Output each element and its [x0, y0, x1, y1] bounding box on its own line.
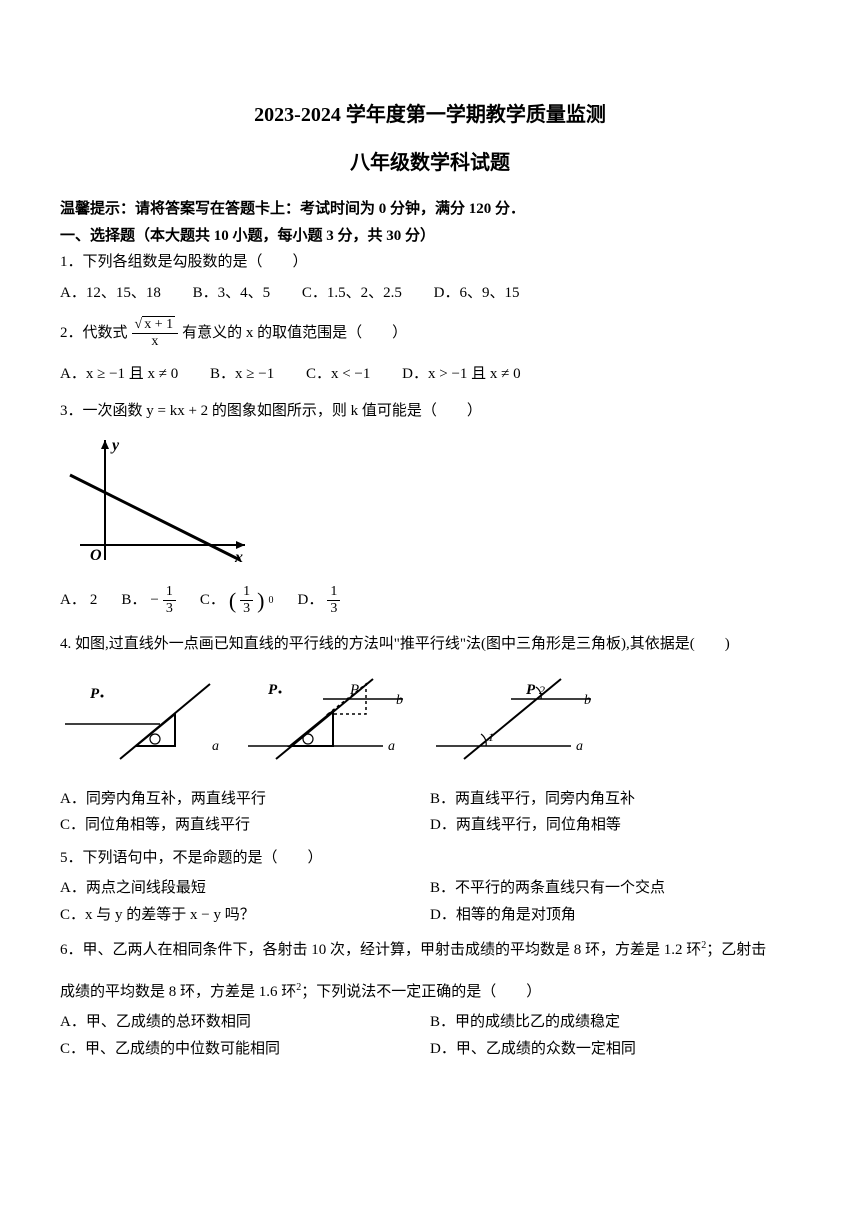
q2-radicand: x + 1	[142, 316, 175, 332]
q4-d2-a: a	[388, 739, 395, 754]
q4-d3-angle2: 2	[539, 683, 545, 697]
q1-option-b: B．3、4、5	[193, 282, 271, 305]
q2-denominator: x	[132, 334, 179, 349]
q3-o-label: O	[90, 547, 102, 564]
q5-options: A．两点之间线段最短 B．不平行的两条直线只有一个交点 C．x 与 y 的差等于…	[60, 877, 800, 926]
q3-y-label: y	[110, 437, 120, 454]
q4-d3-a: a	[576, 739, 583, 754]
q2-suffix: 有意义的 x 的取值范围是（ ）	[182, 322, 407, 345]
q3-figure: y x O	[60, 430, 800, 570]
q4-d1-p: P	[90, 686, 100, 702]
q2-text: 2．代数式 √x + 1 x 有意义的 x 的取值范围是（ ）	[60, 318, 800, 349]
q1-option-c: C．1.5、2、2.5	[302, 282, 402, 305]
q2-prefix: 2．代数式	[60, 322, 128, 345]
q3-d-num: 1	[327, 585, 340, 601]
q3-graph-svg: y x O	[60, 430, 260, 570]
title-sub: 八年级数学科试题	[60, 148, 800, 178]
q4-d2-p: P	[268, 682, 278, 698]
hint-text: 温馨提示：请将答案写在答题卡上：考试时间为 0 分钟，满分 120 分．	[60, 198, 800, 221]
q3-b-label: B．	[121, 589, 146, 612]
q3-d-den: 3	[327, 601, 340, 616]
q2-option-c: C．x < −1	[306, 363, 370, 386]
q5-option-a: A．两点之间线段最短	[60, 877, 430, 900]
q5-option-d: D．相等的角是对顶角	[430, 904, 800, 927]
q3-x-label: x	[234, 549, 243, 566]
q4-d1-a: a	[212, 739, 219, 754]
q2-option-b: B．x ≥ −1	[210, 363, 274, 386]
q3-options: A． 2 B． − 1 3 C． ( 1 3 )0 D． 1 3	[60, 584, 800, 617]
q4-option-c: C．同位角相等，两直线平行	[60, 814, 430, 837]
q6-t3: 成绩的平均数是 8 环，方差是 1.6 环	[60, 984, 296, 1000]
q4-d3-angle1: 1	[488, 730, 494, 744]
q4-option-a: A．同旁内角互补，两直线平行	[60, 788, 430, 811]
q6-option-d: D．甲、乙成绩的众数一定相同	[430, 1038, 800, 1061]
q6-t1: 6．甲、乙两人在相同条件下，各射击 10 次，经计算，甲射击成绩的平均数是 8 …	[60, 942, 701, 958]
title-main: 2023-2024 学年度第一学期教学质量监测	[60, 100, 800, 130]
q3-a-val: 2	[90, 589, 98, 612]
q3-c-num: 1	[240, 585, 253, 601]
q4-d2-b: b	[396, 693, 403, 708]
q6-option-c: C．甲、乙成绩的中位数可能相同	[60, 1038, 430, 1061]
q5-text: 5．下列语句中，不是命题的是（ ）	[60, 847, 800, 870]
q3-option-c: C． ( 1 3 )0	[200, 584, 274, 617]
q2-option-d: D．x > −1 且 x ≠ 0	[402, 363, 520, 386]
q1-option-d: D．6、9、15	[434, 282, 520, 305]
q3-option-a: A． 2	[60, 589, 97, 612]
q3-d-label: D．	[298, 589, 324, 612]
q2-options: A．x ≥ −1 且 x ≠ 0 B．x ≥ −1 C．x < −1 D．x >…	[60, 363, 800, 386]
q6-text-line1: 6．甲、乙两人在相同条件下，各射击 10 次，经计算，甲射击成绩的平均数是 8 …	[60, 938, 800, 962]
q4-d3-b: b	[584, 693, 591, 708]
q4-diagram-1: P a	[60, 674, 220, 764]
q4-diagram-2: P P a b	[238, 674, 408, 764]
q6-options: A．甲、乙成绩的总环数相同 B．甲的成绩比乙的成绩稳定 C．甲、乙成绩的中位数可…	[60, 1011, 800, 1060]
q4-text: 4. 如图,过直线外一点画已知直线的平行线的方法叫"推平行线"法(图中三角形是三…	[60, 633, 800, 656]
q3-b-den: 3	[163, 601, 176, 616]
q1-option-a: A．12、15、18	[60, 282, 161, 305]
q3-c-exp: 0	[269, 593, 274, 608]
q4-options: A．同旁内角互补，两直线平行 B．两直线平行，同旁内角互补 C．同位角相等，两直…	[60, 788, 800, 837]
q4-option-b: B．两直线平行，同旁内角互补	[430, 788, 800, 811]
q6-t4: ；下列说法不一定正确的是（ ）	[301, 984, 541, 1000]
q6-option-b: B．甲的成绩比乙的成绩稳定	[430, 1011, 800, 1034]
q3-b-num: 1	[163, 585, 176, 601]
q3-option-d: D． 1 3	[298, 585, 341, 616]
q6-t2: ；乙射击	[706, 942, 766, 958]
q4-d2-pp: P	[349, 682, 359, 698]
q4-d3-p: P	[526, 682, 536, 698]
q6-option-a: A．甲、乙成绩的总环数相同	[60, 1011, 430, 1034]
q3-option-b: B． − 1 3	[121, 585, 175, 616]
q3-c-label: C．	[200, 589, 225, 612]
q3-a-label: A．	[60, 589, 86, 612]
q6-text-line2: 成绩的平均数是 8 环，方差是 1.6 环2；下列说法不一定正确的是（ ）	[60, 980, 800, 1004]
q1-options: A．12、15、18 B．3、4、5 C．1.5、2、2.5 D．6、9、15	[60, 282, 800, 305]
q2-fraction: √x + 1 x	[132, 318, 179, 349]
q4-diagrams: P a P P a b 1 2 P a b	[60, 674, 800, 764]
section1-title: 一、选择题（本大题共 10 小题，每小题 3 分，共 30 分）	[60, 225, 800, 248]
q3-text: 3．一次函数 y = kx + 2 的图象如图所示，则 k 值可能是（ ）	[60, 400, 800, 423]
q4-diagram-3: 1 2 P a b	[426, 674, 596, 764]
q2-option-a: A．x ≥ −1 且 x ≠ 0	[60, 363, 178, 386]
q5-option-b: B．不平行的两条直线只有一个交点	[430, 877, 800, 900]
q3-c-den: 3	[240, 601, 253, 616]
q4-option-d: D．两直线平行，同位角相等	[430, 814, 800, 837]
q5-option-c: C．x 与 y 的差等于 x − y 吗？	[60, 904, 430, 927]
q1-text: 1．下列各组数是勾股数的是（ ）	[60, 251, 800, 274]
